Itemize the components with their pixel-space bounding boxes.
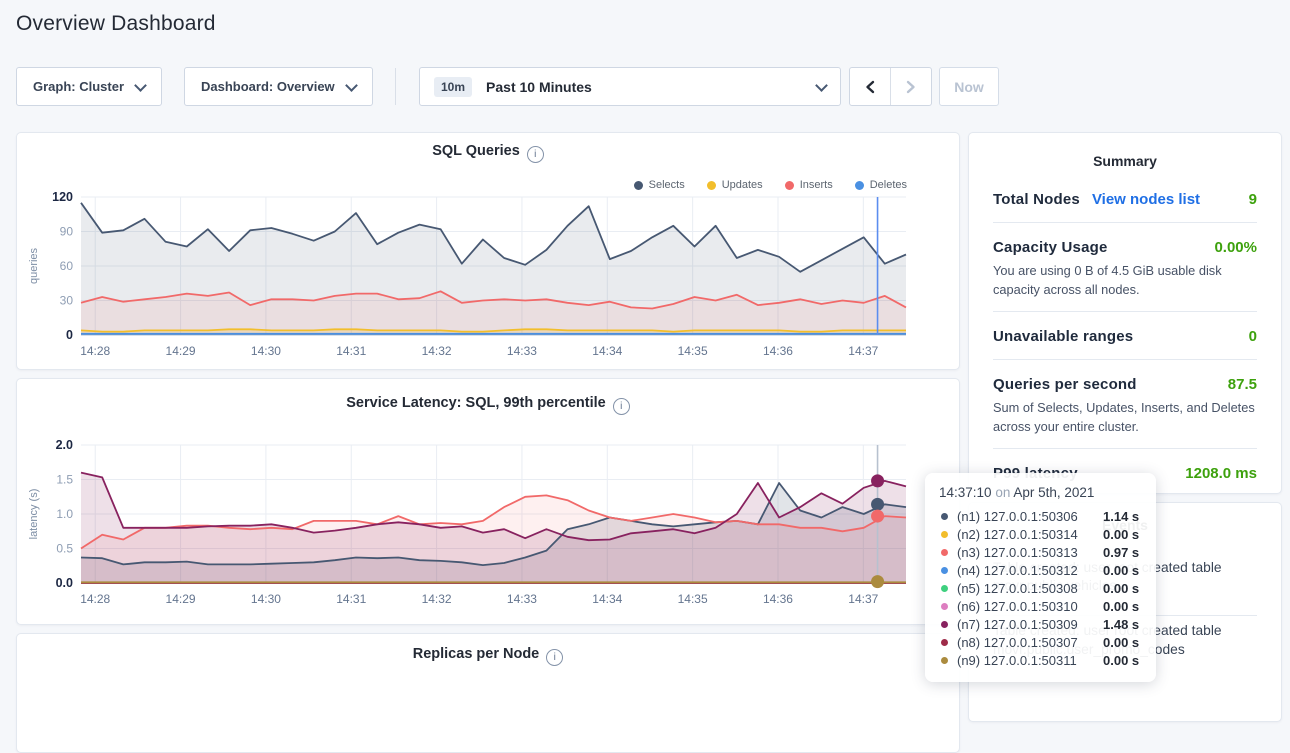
summary-row-total-nodes: Total Nodes View nodes list 9 <box>993 175 1257 222</box>
svg-text:0.0: 0.0 <box>56 576 73 590</box>
tooltip-row-n1: (n1) 127.0.0.1:503061.14 s <box>939 507 1142 525</box>
dashboard-selector-dropdown[interactable]: Dashboard: Overview <box>184 67 373 106</box>
info-icon[interactable] <box>527 146 544 163</box>
svg-text:14:30: 14:30 <box>251 344 281 358</box>
total-nodes-label: Total Nodes <box>993 191 1080 208</box>
series-dot <box>941 531 948 538</box>
svg-text:14:32: 14:32 <box>422 344 452 358</box>
svg-text:14:32: 14:32 <box>422 592 452 606</box>
tooltip-row-n4: (n4) 127.0.0.1:503120.00 s <box>939 561 1142 579</box>
next-time-button[interactable] <box>890 68 931 105</box>
svg-text:14:29: 14:29 <box>166 592 196 606</box>
svg-text:0.5: 0.5 <box>56 542 73 556</box>
svg-text:60: 60 <box>60 259 74 273</box>
time-step-buttons <box>849 67 932 106</box>
chart-title-sql-queries: SQL Queries <box>17 143 959 163</box>
svg-text:14:29: 14:29 <box>166 344 196 358</box>
summary-panel: Summary Total Nodes View nodes list 9 Ca… <box>968 132 1282 494</box>
sql-queries-chart-card: SQL Queries Selects Updates Inserts Dele… <box>16 132 960 370</box>
unavailable-ranges-label: Unavailable ranges <box>993 328 1133 345</box>
svg-text:14:28: 14:28 <box>80 592 110 606</box>
chart-hover-tooltip: 14:37:10 on Apr 5th, 2021 (n1) 127.0.0.1… <box>925 473 1156 682</box>
svg-text:14:36: 14:36 <box>763 592 793 606</box>
time-window-badge: 10m <box>434 77 472 97</box>
sql-queries-chart[interactable]: 14:28 14:29 14:30 14:31 14:32 14:33 14:34 14:35… <box>17 189 961 364</box>
tooltip-row-n7: (n7) 127.0.0.1:503091.48 s <box>939 615 1142 633</box>
service-latency-chart[interactable]: 14:28 14:29 14:30 14:31 14:32 14:33 14:34 14:35… <box>17 437 961 612</box>
total-nodes-value: 9 <box>1249 191 1257 208</box>
now-button[interactable]: Now <box>939 67 999 106</box>
svg-text:1.0: 1.0 <box>56 507 73 521</box>
svg-text:30: 30 <box>60 294 74 308</box>
capacity-usage-label: Capacity Usage <box>993 239 1108 256</box>
dashboard-selector-label: Dashboard: Overview <box>201 79 335 94</box>
svg-text:14:35: 14:35 <box>678 344 708 358</box>
tooltip-row-n9: (n9) 127.0.0.1:503110.00 s <box>939 651 1142 669</box>
svg-text:1.5: 1.5 <box>56 473 73 487</box>
svg-text:14:37: 14:37 <box>848 592 878 606</box>
chevron-left-icon <box>864 80 876 94</box>
service-latency-chart-card: Service Latency: SQL, 99th percentile 14… <box>16 378 960 625</box>
series-dot <box>941 567 948 574</box>
p99-latency-value: 1208.0 ms <box>1185 465 1257 482</box>
tooltip-timestamp: 14:37:10 on Apr 5th, 2021 <box>939 485 1142 500</box>
capacity-usage-value: 0.00% <box>1214 239 1257 256</box>
svg-text:14:34: 14:34 <box>592 344 622 358</box>
chart-title-service-latency: Service Latency: SQL, 99th percentile <box>17 395 959 415</box>
svg-text:14:37: 14:37 <box>848 344 878 358</box>
info-icon[interactable] <box>546 649 563 666</box>
queries-per-second-label: Queries per second <box>993 376 1137 393</box>
chevron-down-icon <box>134 79 147 92</box>
time-window-label: Past 10 Minutes <box>486 79 592 95</box>
view-nodes-list-link[interactable]: View nodes list <box>1092 191 1200 208</box>
unavailable-ranges-value: 0 <box>1249 328 1257 345</box>
page-title: Overview Dashboard <box>16 12 216 36</box>
svg-text:14:30: 14:30 <box>251 592 281 606</box>
svg-text:14:36: 14:36 <box>763 344 793 358</box>
summary-title: Summary <box>969 133 1281 169</box>
tooltip-row-n6: (n6) 127.0.0.1:503100.00 s <box>939 597 1142 615</box>
queries-per-second-description: Sum of Selects, Updates, Inserts, and De… <box>993 399 1257 436</box>
svg-text:14:31: 14:31 <box>336 592 366 606</box>
svg-text:14:35: 14:35 <box>678 592 708 606</box>
svg-text:0: 0 <box>66 328 73 342</box>
series-dot <box>941 549 948 556</box>
series-dot <box>941 513 948 520</box>
chevron-right-icon <box>905 80 917 94</box>
tooltip-row-n8: (n8) 127.0.0.1:503070.00 s <box>939 633 1142 651</box>
chevron-down-icon <box>815 79 828 92</box>
chart-title-replicas-per-node: Replicas per Node <box>17 646 959 666</box>
series-dot <box>941 657 948 664</box>
svg-text:latency (s): latency (s) <box>28 489 40 540</box>
svg-text:14:31: 14:31 <box>336 344 366 358</box>
series-dot <box>941 603 948 610</box>
graph-selector-label: Graph: Cluster <box>33 79 124 94</box>
svg-text:14:33: 14:33 <box>507 592 537 606</box>
graph-selector-dropdown[interactable]: Graph: Cluster <box>16 67 162 106</box>
previous-time-button[interactable] <box>850 68 890 105</box>
series-dot <box>941 585 948 592</box>
tooltip-row-n2: (n2) 127.0.0.1:503140.00 s <box>939 525 1142 543</box>
svg-text:14:34: 14:34 <box>592 592 622 606</box>
capacity-usage-description: You are using 0 B of 4.5 GiB usable disk… <box>993 262 1257 299</box>
svg-text:120: 120 <box>52 190 73 204</box>
overview-dashboard-page: { "page": { "title": "Overview Dashboard… <box>0 0 1290 689</box>
svg-text:queries: queries <box>28 247 40 284</box>
tooltip-row-n3: (n3) 127.0.0.1:503130.97 s <box>939 543 1142 561</box>
replicas-per-node-chart-card: Replicas per Node <box>16 633 960 753</box>
info-icon[interactable] <box>613 398 630 415</box>
summary-row-unavailable-ranges: Unavailable ranges 0 <box>993 312 1257 359</box>
svg-text:14:28: 14:28 <box>80 344 110 358</box>
queries-per-second-value: 87.5 <box>1228 376 1257 393</box>
time-range-selector[interactable]: 10m Past 10 Minutes <box>419 67 841 106</box>
toolbar-divider <box>395 68 396 105</box>
svg-text:14:33: 14:33 <box>507 344 537 358</box>
svg-text:90: 90 <box>60 225 74 239</box>
series-dot <box>941 639 948 646</box>
svg-text:2.0: 2.0 <box>56 438 73 452</box>
tooltip-row-n5: (n5) 127.0.0.1:503080.00 s <box>939 579 1142 597</box>
series-dot <box>941 621 948 628</box>
chevron-down-icon <box>345 79 358 92</box>
